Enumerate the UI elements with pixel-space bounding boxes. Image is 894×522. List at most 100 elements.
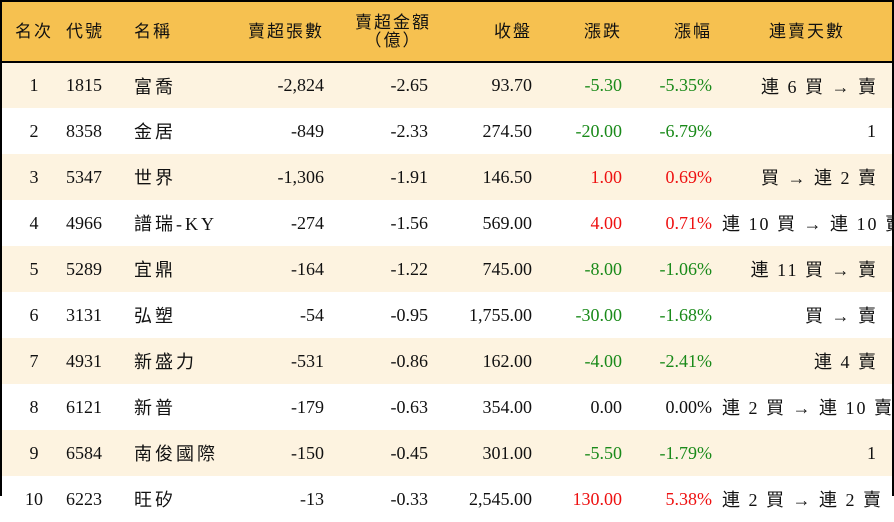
cell-net-sell-lots: -2,824 [277,75,325,95]
cell-rank: 7 [29,350,39,371]
cell-streak: 買 → 賣 [805,306,878,326]
cell-net-sell-amount: -0.33 [390,488,429,509]
cell-name: 富喬 [134,76,176,97]
header-change: 漲跌 [542,2,632,63]
cell-net-sell-lots: -531 [291,350,324,371]
cell-change-pct: -2.41% [659,350,713,371]
cell-name: 新普 [134,398,176,418]
header-change-pct: 漲幅 [632,2,722,63]
cell-change-pct: -1.79% [659,442,713,463]
cell-name: 弘塑 [134,306,176,326]
cell-net-sell-lots: -849 [291,120,324,141]
cell-change: 130.00 [572,488,623,509]
cell-close: 93.70 [491,75,533,95]
table-row: 2 8358 金居 -849 -2.33 274.50 -20.00 -6.79… [2,108,892,154]
cell-net-sell-lots: -150 [291,442,324,463]
cell-name: 世界 [134,168,176,188]
cell-change-pct: -1.68% [659,304,713,325]
cell-change: -4.00 [584,350,623,371]
cell-code: 4966 [66,212,102,233]
table-row: 10 6223 旺矽 -13 -0.33 2,545.00 130.00 5.3… [2,476,892,522]
table-row: 1 1815 富喬 -2,824 -2.65 93.70 -5.30 -5.35… [2,62,892,108]
cell-streak: 連 2 買 → 連 10 賣 [722,398,894,418]
cell-streak: 連 10 買 → 連 10 賣 [722,214,894,234]
cell-change: -30.00 [575,304,623,325]
cell-close: 354.00 [482,396,533,417]
cell-code: 5289 [66,258,102,279]
cell-change: 4.00 [590,212,623,233]
cell-close: 745.00 [482,258,533,279]
cell-name: 金居 [134,122,176,142]
cell-rank: 2 [29,120,39,141]
cell-change-pct: 0.69% [665,166,713,187]
cell-code: 3131 [66,304,102,325]
cell-change-pct: 0.00% [665,396,713,417]
cell-code: 6223 [66,488,102,509]
cell-net-sell-amount: -0.86 [390,350,429,371]
cell-rank: 8 [29,396,39,417]
cell-close: 2,545.00 [469,488,532,509]
cell-name: 譜瑞-KY [134,214,217,234]
cell-rank: 3 [29,166,39,187]
header-close: 收盤 [438,2,542,63]
cell-net-sell-amount: -0.45 [390,442,429,463]
table-row: 9 6584 南俊國際 -150 -0.45 301.00 -5.50 -1.7… [2,430,892,476]
cell-rank: 6 [29,304,39,325]
header-streak: 連賣天數 [722,2,892,63]
cell-code: 6584 [66,442,102,463]
cell-streak: 連 11 買 → 賣 [750,260,878,280]
cell-close: 569.00 [482,212,533,233]
cell-net-sell-lots: -274 [291,212,324,233]
cell-streak: 連 6 買 → 賣 [761,76,878,97]
cell-change: 0.00 [590,396,623,417]
table-row: 5 5289 宜鼎 -164 -1.22 745.00 -8.00 -1.06%… [2,246,892,292]
cell-change: -20.00 [575,120,623,141]
cell-name: 宜鼎 [134,260,176,280]
net-sell-ranking-table-frame: 名次 代號 名稱 賣超張數 賣超金額 （億） 收盤 漲跌 漲幅 連賣天數 1 1… [0,0,894,510]
table-row: 3 5347 世界 -1,306 -1.91 146.50 1.00 0.69%… [2,154,892,200]
cell-close: 162.00 [482,350,533,371]
cell-name: 南俊國際 [134,444,218,464]
cell-change-pct: 5.38% [665,488,713,509]
cell-code: 5347 [66,166,102,187]
cell-change-pct: -6.79% [659,120,713,141]
cell-rank: 9 [29,442,39,463]
cell-rank: 4 [29,212,39,233]
cell-code: 4931 [66,350,102,371]
cell-rank: 1 [29,75,39,95]
cell-net-sell-amount: -1.56 [390,212,429,233]
header-rank: 名次 [2,2,66,63]
cell-net-sell-amount: -0.95 [390,304,429,325]
cell-streak: 1 [867,442,878,463]
header-net-sell-amount-line1: 賣超金額 [355,12,431,32]
cell-streak: 連 2 買 → 連 2 賣 [722,490,883,510]
cell-change: -5.50 [584,442,623,463]
cell-net-sell-lots: -179 [291,396,324,417]
cell-net-sell-lots: -13 [300,488,324,509]
cell-name: 旺矽 [134,490,176,510]
cell-change-pct: -5.35% [659,75,713,95]
cell-close: 1,755.00 [469,304,532,325]
cell-streak: 買 → 連 2 賣 [761,168,878,188]
cell-code: 1815 [66,75,102,95]
header-net-sell-amount: 賣超金額 （億） [334,2,438,63]
cell-close: 274.50 [482,120,533,141]
cell-net-sell-amount: -2.33 [390,120,429,141]
header-net-sell-lots: 賣超張數 [224,2,334,63]
cell-net-sell-amount: -1.22 [390,258,429,279]
table-row: 8 6121 新普 -179 -0.63 354.00 0.00 0.00% 連… [2,384,892,430]
cell-code: 6121 [66,396,102,417]
cell-rank: 10 [25,488,43,509]
table-body: 1 1815 富喬 -2,824 -2.65 93.70 -5.30 -5.35… [2,62,894,522]
cell-streak: 1 [867,120,878,141]
table-header-row: 名次 代號 名稱 賣超張數 賣超金額 （億） 收盤 漲跌 漲幅 連賣天數 [2,2,892,63]
cell-close: 146.50 [482,166,533,187]
cell-change: 1.00 [590,166,623,187]
cell-rank: 5 [29,258,39,279]
table-row: 6 3131 弘塑 -54 -0.95 1,755.00 -30.00 -1.6… [2,292,892,338]
cell-net-sell-lots: -54 [300,304,324,325]
header-code: 代號 [66,2,134,63]
header-name: 名稱 [134,2,224,63]
table-row: 4 4966 譜瑞-KY -274 -1.56 569.00 4.00 0.71… [2,200,894,246]
